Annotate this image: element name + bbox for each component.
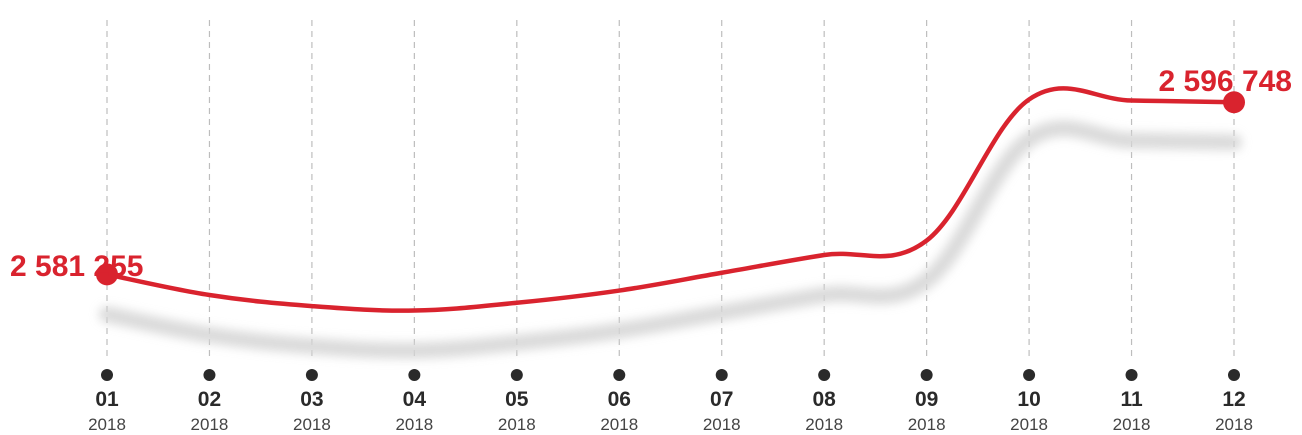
tick-dot-10 — [1023, 369, 1036, 381]
value-labels: 2 581 255 2 596 748 — [10, 65, 1292, 283]
tick-label-month-03: 03 — [300, 388, 323, 411]
tick-label-year-05: 2018 — [498, 415, 536, 434]
tick-dot-03 — [305, 369, 318, 381]
tick-label-month-01: 01 — [95, 388, 119, 411]
line-shadow — [99, 120, 1242, 359]
tick-label-month-05: 05 — [505, 388, 529, 411]
tick-label-month-07: 07 — [710, 388, 733, 411]
tick-label-year-08: 2018 — [805, 415, 843, 434]
tick-dot-04 — [408, 369, 421, 381]
series-line-shadow — [99, 120, 1242, 359]
tick-label-year-11: 2018 — [1113, 415, 1151, 434]
tick-label-year-12: 2018 — [1215, 415, 1253, 434]
tick-label-month-10: 10 — [1017, 388, 1040, 411]
tick-label-year-10: 2018 — [1010, 415, 1048, 434]
last-point-marker — [1223, 91, 1245, 114]
x-axis-ticks: 01 2018 02 2018 03 2018 04 2018 05 2018 06 2018 07 20… — [88, 369, 1253, 434]
first-point-marker — [96, 263, 118, 286]
tick-dot-01 — [101, 369, 113, 381]
tick-label-year-09: 2018 — [908, 415, 946, 434]
tick-label-year-03: 2018 — [293, 415, 331, 434]
tick-label-month-11: 11 — [1120, 388, 1143, 411]
tick-dot-08 — [818, 369, 831, 381]
first-value-label: 2 581 255 — [10, 250, 143, 283]
tick-dot-06 — [613, 369, 626, 381]
tick-label-year-02: 2018 — [191, 415, 229, 434]
tick-label-year-07: 2018 — [703, 415, 741, 434]
tick-label-month-06: 06 — [608, 388, 631, 411]
tick-label-year-01: 2018 — [88, 415, 126, 434]
tick-dot-09 — [920, 369, 933, 381]
tick-label-month-09: 09 — [915, 388, 938, 411]
tick-dot-12 — [1228, 369, 1240, 381]
tick-dot-02 — [203, 369, 216, 381]
tick-label-year-06: 2018 — [600, 415, 638, 434]
tick-label-month-12: 12 — [1222, 388, 1245, 411]
tick-dot-05 — [510, 369, 523, 381]
endpoint-markers — [96, 91, 1245, 286]
tick-dot-07 — [715, 369, 728, 381]
tick-label-month-02: 02 — [198, 388, 221, 411]
series-line-group — [104, 86, 1237, 313]
tick-label-month-08: 08 — [813, 388, 837, 411]
series-line — [104, 86, 1237, 313]
tick-label-month-04: 04 — [403, 388, 427, 411]
tick-dot-11 — [1125, 369, 1138, 381]
last-value-label: 2 596 748 — [1159, 65, 1292, 98]
tick-label-year-04: 2018 — [395, 415, 433, 434]
grid-lines — [106, 20, 1235, 360]
